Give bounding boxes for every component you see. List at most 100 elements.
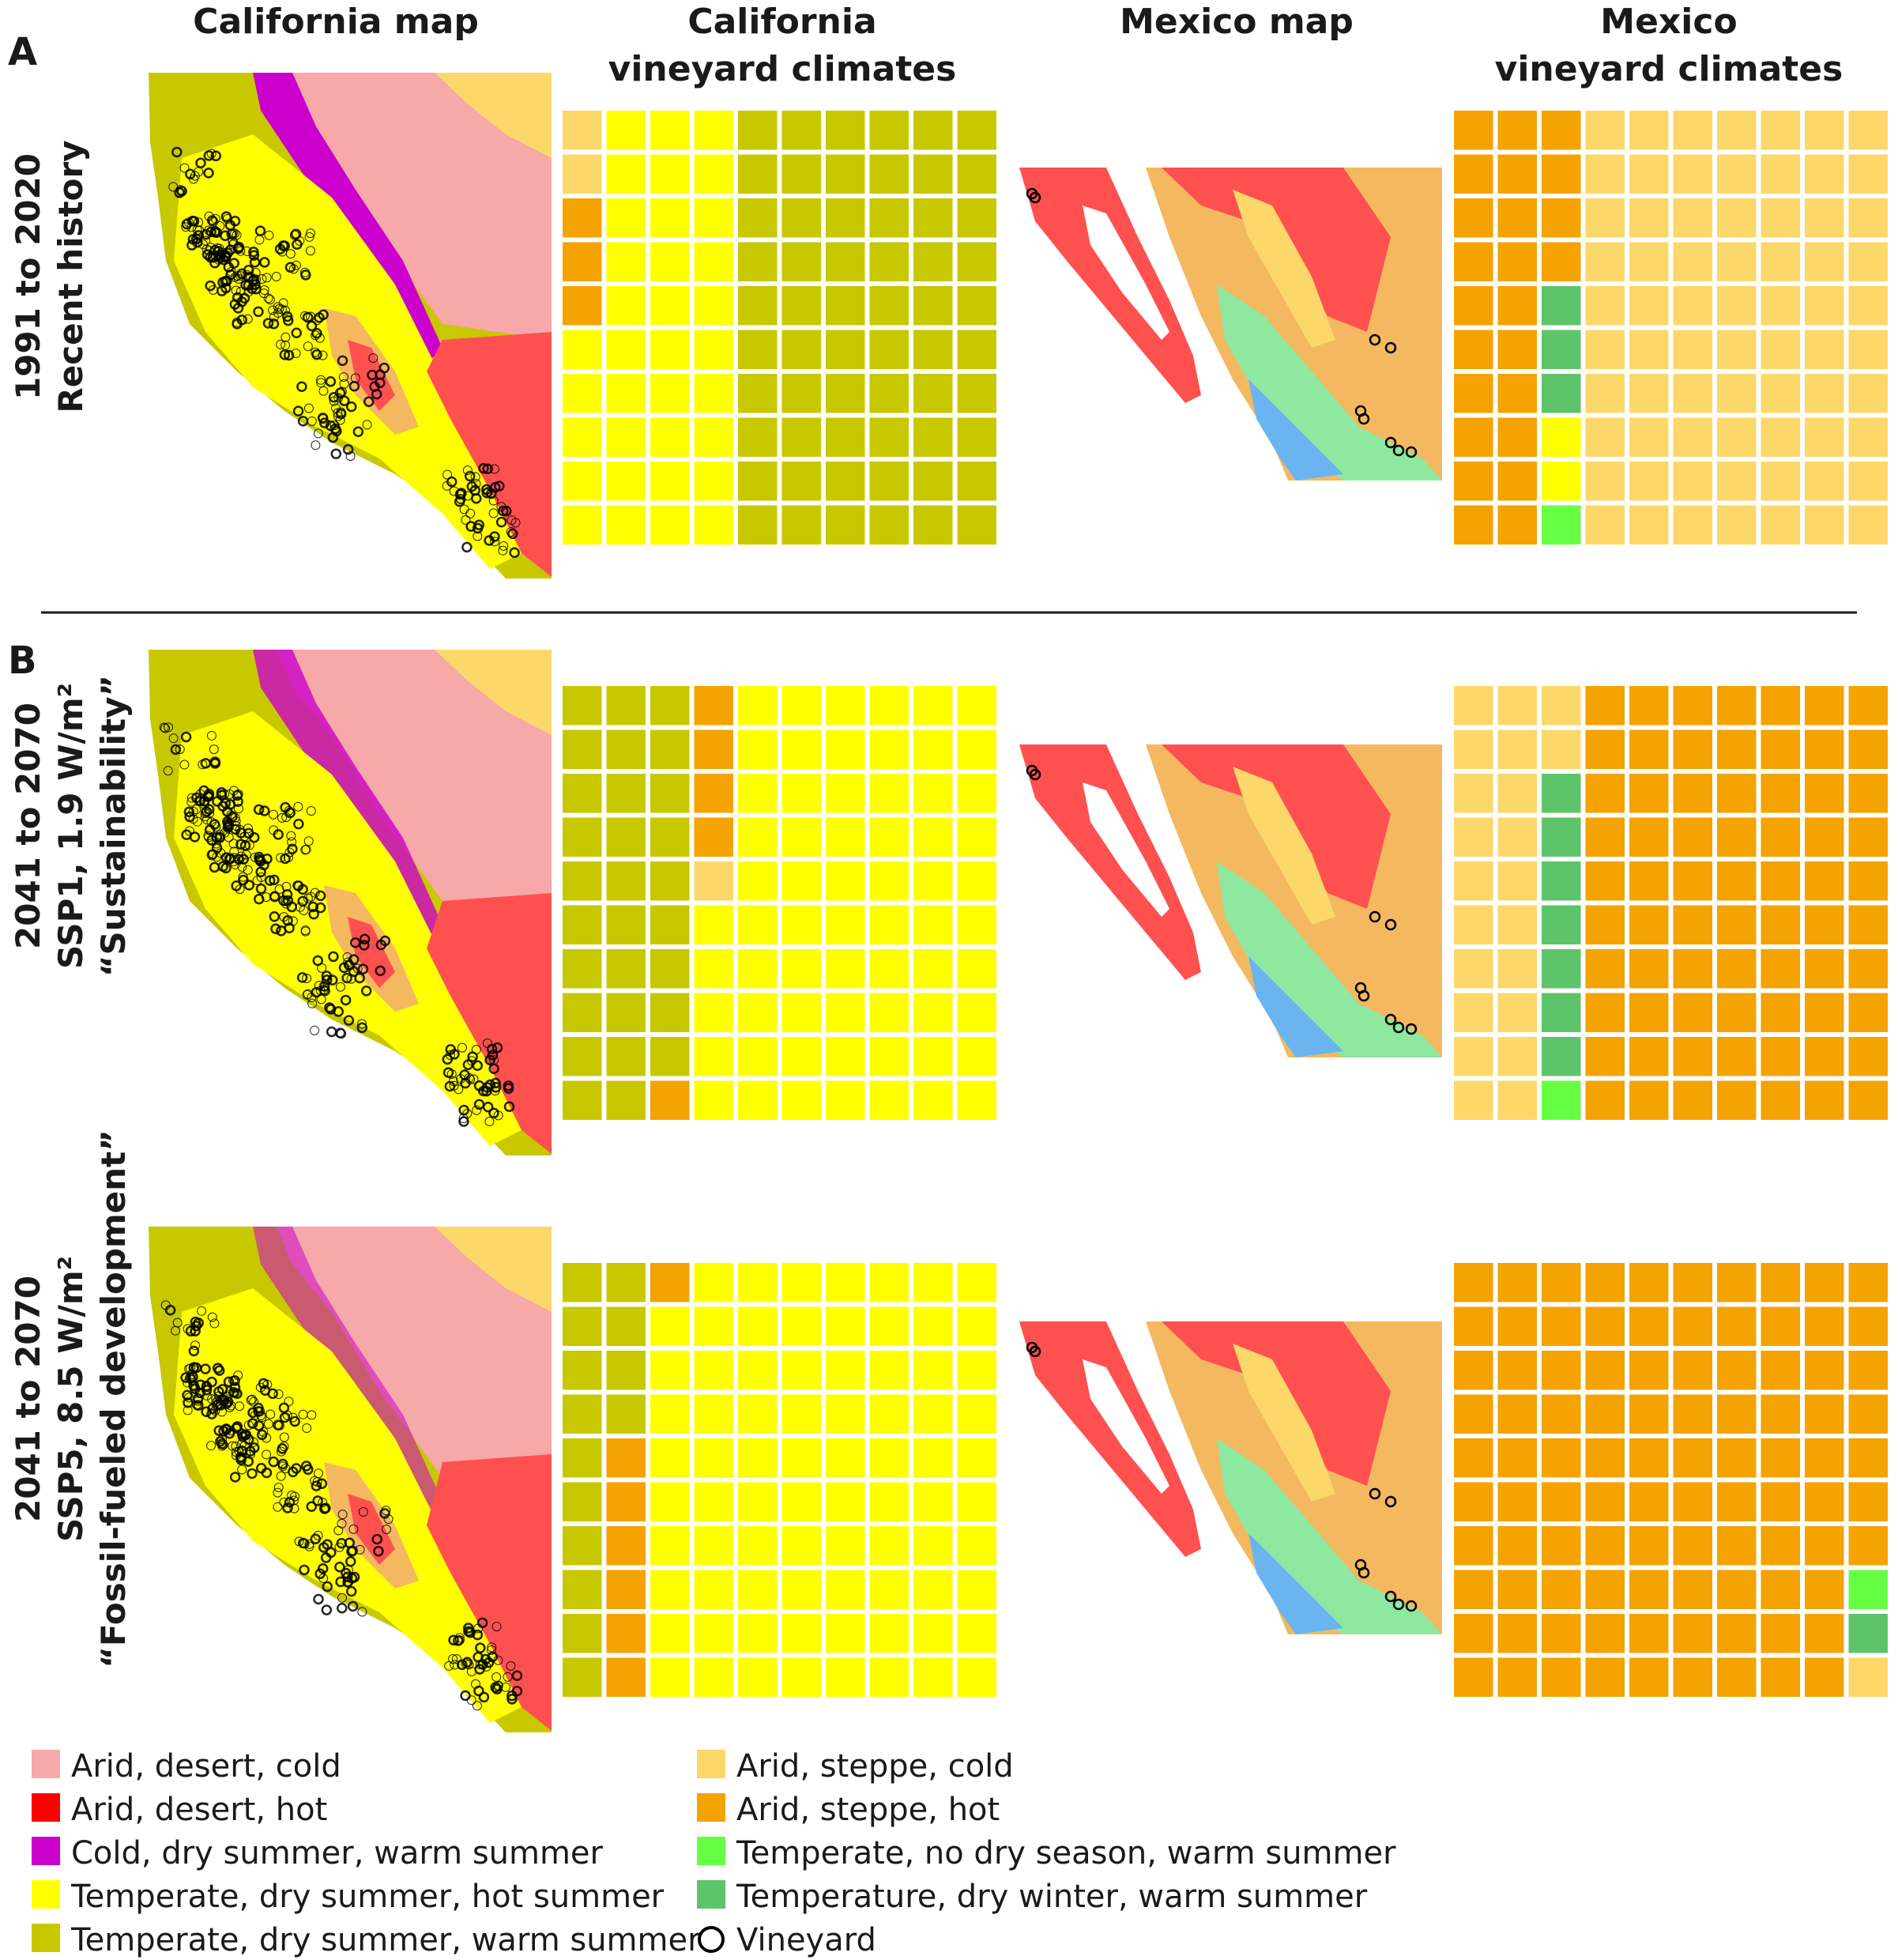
map-region-gulf (1083, 782, 1169, 917)
waffle-cell (1761, 817, 1800, 857)
waffle-cell (869, 905, 909, 944)
vineyard-marker (281, 332, 291, 342)
vineyard-marker (276, 853, 286, 863)
legend-swatch (697, 1837, 725, 1865)
waffle-cell (1717, 949, 1757, 989)
legend-label: Arid, desert, hot (71, 1792, 327, 1828)
waffle-cell (1542, 1657, 1581, 1697)
vineyard-marker (273, 1502, 283, 1512)
waffle-cell (869, 817, 909, 857)
waffle-cell (606, 374, 646, 413)
waffle-cell (826, 1263, 865, 1302)
waffle-cell (957, 774, 996, 813)
waffle-cell (1761, 1482, 1800, 1521)
vineyard-marker (305, 246, 315, 256)
waffle-cell (563, 1080, 602, 1120)
waffle-cell (1717, 1037, 1757, 1076)
map-region-desert-hot (427, 1454, 552, 1731)
vineyard-marker (284, 262, 296, 273)
waffle-cell (1497, 111, 1537, 150)
vineyard-markers (168, 146, 521, 558)
vineyard-marker (228, 1375, 239, 1385)
waffle-cell (1848, 286, 1888, 326)
vineyard-markers (159, 722, 515, 1127)
vineyard-marker (503, 1083, 514, 1095)
waffle-cell (1629, 198, 1669, 238)
vineyard-marker (322, 1581, 333, 1592)
vineyard-marker (321, 974, 333, 986)
vineyard-marker (232, 790, 243, 801)
vineyard-marker (237, 861, 247, 872)
vineyard-marker (179, 163, 190, 173)
waffle-cell (1673, 1351, 1712, 1390)
vineyard-marker (348, 1524, 359, 1534)
waffle-cell (1585, 330, 1625, 369)
waffle-cell (738, 330, 778, 369)
vineyard-marker (231, 285, 241, 296)
waffle-cell (1848, 774, 1888, 813)
vineyard-marker (217, 1441, 228, 1451)
vineyard-marker (335, 1576, 346, 1588)
vineyard-marker (448, 1654, 458, 1664)
waffle-cell (781, 111, 821, 150)
waffle-cell (606, 774, 646, 813)
waffle-cell (869, 1482, 909, 1521)
vineyard-marker (487, 1050, 499, 1061)
vineyard-marker (206, 849, 218, 861)
vineyard-marker (1369, 1487, 1381, 1500)
waffle-cell (650, 1306, 690, 1346)
vineyard-marker (277, 1443, 288, 1454)
legend-label: Arid, steppe, cold (736, 1748, 1014, 1785)
waffle-cell (738, 774, 778, 813)
vineyard-marker (248, 1442, 260, 1453)
title-california-map: California map (193, 2, 479, 42)
waffle-cell (1454, 1438, 1493, 1478)
waffle-cell (913, 286, 953, 326)
waffle-cell (826, 1657, 865, 1697)
waffle-cell (913, 154, 953, 194)
waffle-cell (606, 1394, 646, 1434)
waffle-cell (694, 505, 733, 545)
vineyard-marker (347, 1545, 358, 1557)
waffle-cell (1454, 993, 1493, 1032)
vineyard-marker (240, 1429, 252, 1441)
vineyard-marker (296, 972, 308, 983)
waffle-cell (1673, 1570, 1712, 1609)
waffle-cell (913, 505, 953, 545)
waffle-cell (1497, 154, 1537, 194)
waffle-cell (1585, 1037, 1625, 1076)
vineyard-marker (1405, 1600, 1418, 1612)
vineyard-marker (358, 1507, 368, 1517)
waffle-cell (738, 993, 778, 1032)
vineyard-marker (282, 1502, 293, 1513)
waffle-cell (913, 1306, 953, 1346)
vineyard-marker (170, 744, 182, 756)
waffle-cell (1717, 1570, 1757, 1609)
vineyard-marker (350, 937, 361, 948)
waffle-cell (869, 993, 909, 1032)
vineyard-marker (237, 1464, 247, 1475)
vineyard-marker (287, 843, 298, 855)
vineyard-marker (287, 1491, 297, 1501)
vineyard-marker (507, 1694, 518, 1705)
legend-label: Temperature, dry winter, warm summer (736, 1879, 1368, 1915)
waffle-cell (694, 198, 733, 238)
waffle-cell (1761, 1037, 1800, 1076)
waffle-cell (650, 817, 690, 857)
row-label-3-line2: SSP5, 8.5 W/m² (51, 1256, 90, 1542)
waffle-cell (1629, 729, 1669, 769)
row-label-2-line3: “Sustainability” (94, 675, 133, 977)
waffle-cell (781, 1080, 821, 1120)
waffle-cell (1497, 1351, 1537, 1390)
waffle-cell (1761, 462, 1800, 501)
waffle-cell (1805, 686, 1844, 726)
waffle-cell (738, 1080, 778, 1120)
waffle-mexico-recent (1454, 111, 1888, 545)
vineyard-marker (283, 349, 295, 361)
waffle-cell (694, 1526, 733, 1566)
waffle-cell (869, 1080, 909, 1120)
waffle-cell (694, 1306, 733, 1346)
waffle-cell (606, 242, 646, 281)
waffle-cell (869, 1263, 909, 1302)
vineyard-marker (359, 933, 371, 945)
